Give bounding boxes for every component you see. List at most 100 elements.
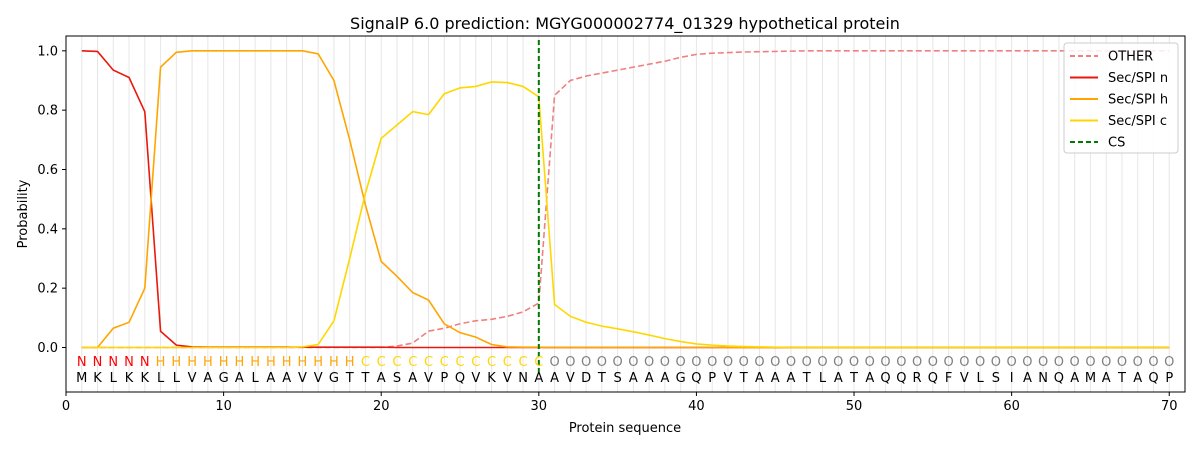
residue-letter: L [819, 371, 827, 386]
residue-letter: T [802, 371, 811, 386]
region-label: O [1164, 355, 1174, 370]
region-label: O [581, 355, 591, 370]
region-label: C [361, 355, 370, 370]
chart-title: SignalP 6.0 prediction: MGYG000002774_01… [350, 14, 900, 34]
region-label: O [991, 355, 1001, 370]
region-label: H [171, 355, 181, 370]
region-label: O [1101, 355, 1111, 370]
region-label: N [77, 355, 87, 370]
region-label: H [203, 355, 213, 370]
x-tick-label: 20 [373, 399, 390, 414]
residue-letter: T [739, 371, 748, 386]
residue-letter: T [597, 371, 606, 386]
region-label: O [1117, 355, 1127, 370]
y-tick-label: 1.0 [37, 44, 58, 59]
legend-label: Sec/SPI c [1108, 114, 1167, 129]
residue-letter: Q [691, 371, 701, 386]
series-line-sec-spi-c [81, 81, 1170, 349]
residue-letter: T [849, 371, 858, 386]
region-label: O [754, 355, 764, 370]
y-tick-label: 0.0 [37, 341, 58, 356]
legend-label: CS [1108, 136, 1125, 151]
residue-letter: V [960, 371, 969, 386]
residue-letter: V [188, 371, 197, 386]
grid-lines [81, 36, 1170, 392]
region-label: O [786, 355, 796, 370]
x-tick-label: 0 [62, 399, 70, 414]
region-label: O [912, 355, 922, 370]
region-label: O [880, 355, 890, 370]
region-label: C [377, 355, 386, 370]
residue-letter: G [219, 371, 229, 386]
region-label: N [140, 355, 150, 370]
residue-letter: A [408, 371, 417, 386]
sequence-annotations: NMNKNLNKNKHLHLHVHAHGHAHLHAHAHVHVHGHTCTCA… [76, 355, 1174, 386]
residue-letter: Q [1148, 371, 1158, 386]
region-label: O [691, 355, 701, 370]
residue-letter: V [566, 371, 575, 386]
region-label: O [1070, 355, 1080, 370]
region-label: O [660, 355, 670, 370]
residue-letter: Q [455, 371, 465, 386]
region-label: O [739, 355, 749, 370]
region-label: O [943, 355, 953, 370]
residue-letter: A [266, 371, 275, 386]
region-label: O [644, 355, 654, 370]
series-line-other [81, 50, 1170, 349]
region-label: O [565, 355, 575, 370]
x-axis-label: Protein sequence [569, 421, 681, 436]
region-label: N [108, 355, 118, 370]
x-axis: 0 10 20 30 40 50 60 70 [62, 392, 1178, 414]
residue-letter: P [708, 371, 716, 386]
residue-letter: G [676, 371, 686, 386]
residue-letter: A [1102, 371, 1111, 386]
residue-letter: K [141, 371, 150, 386]
x-tick-label: 40 [688, 399, 705, 414]
region-label: C [440, 355, 449, 370]
region-label: O [896, 355, 906, 370]
region-label: C [408, 355, 417, 370]
series-lines [81, 40, 1170, 372]
residue-letter: A [235, 371, 244, 386]
residue-letter: L [173, 371, 181, 386]
residue-letter: A [834, 371, 843, 386]
residue-letter: Q [1054, 371, 1064, 386]
residue-letter: V [424, 371, 433, 386]
region-label: O [1085, 355, 1095, 370]
region-label: H [219, 355, 229, 370]
region-label: N [124, 355, 134, 370]
residue-letter: V [503, 371, 512, 386]
region-label: N [93, 355, 103, 370]
residue-letter: P [440, 371, 448, 386]
series-line-sec-spi-h [81, 50, 1170, 349]
residue-letter: N [518, 371, 528, 386]
region-label: H [329, 355, 339, 370]
residue-letter: K [125, 371, 134, 386]
region-label: O [975, 355, 985, 370]
residue-letter: M [76, 371, 87, 386]
x-tick-label: 70 [1161, 399, 1178, 414]
residue-letter: Q [896, 371, 906, 386]
y-axis-label: Probability [16, 179, 31, 248]
region-label: H [250, 355, 260, 370]
residue-letter: A [1133, 371, 1142, 386]
y-tick-label: 0.8 [37, 104, 58, 119]
region-label: O [928, 355, 938, 370]
residue-letter: V [471, 371, 480, 386]
legend-label: OTHER [1108, 50, 1153, 65]
residue-letter: I [1010, 371, 1014, 386]
region-label: O [597, 355, 607, 370]
residue-letter: M [1085, 371, 1096, 386]
residue-letter: A [1070, 371, 1079, 386]
region-label: O [865, 355, 875, 370]
region-label: H [345, 355, 355, 370]
residue-letter: F [945, 371, 952, 386]
region-label: O [849, 355, 859, 370]
region-label: C [534, 355, 543, 370]
residue-letter: A [787, 371, 796, 386]
region-label: H [156, 355, 166, 370]
residue-letter: A [865, 371, 874, 386]
residue-letter: V [723, 371, 732, 386]
region-label: C [503, 355, 512, 370]
region-label: O [613, 355, 623, 370]
